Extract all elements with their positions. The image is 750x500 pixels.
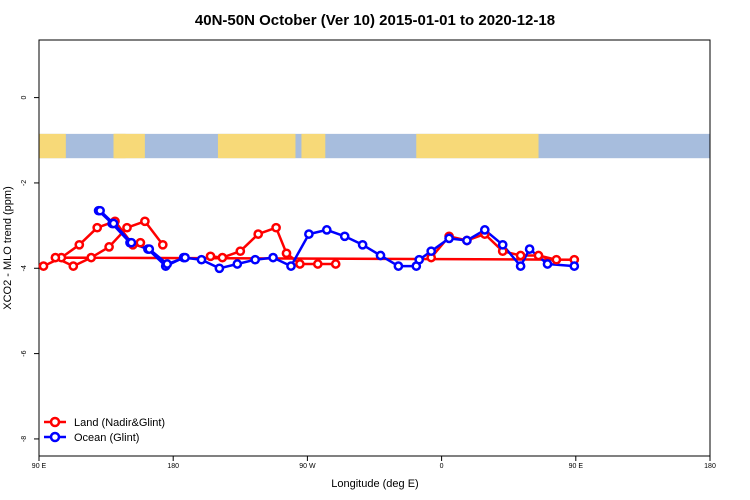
data-point (232, 259, 243, 269)
data-point (462, 235, 472, 246)
plot-frame (38, 39, 711, 457)
y-axis-label: XCO2 - MLO trend (ppm) (2, 186, 14, 309)
legend: Land (Nadir&Glint) Ocean (Glint) (44, 416, 165, 444)
x-tick-label: 0 (440, 463, 444, 470)
data-point (157, 239, 168, 250)
data-point (250, 254, 261, 265)
data-point (196, 254, 207, 265)
data-point (104, 242, 114, 252)
data-point (414, 254, 425, 265)
y-tick-label: -8 (21, 436, 28, 442)
data-point (569, 261, 580, 271)
data-point (214, 263, 225, 274)
data-point (235, 246, 246, 257)
data-point (92, 222, 103, 233)
data-point (108, 218, 119, 229)
data-point (180, 252, 190, 263)
strip-land-band (217, 133, 296, 159)
data-point (271, 222, 281, 233)
x-axis-label: Longitude (deg E) (331, 478, 418, 490)
strip-land-band (113, 133, 145, 159)
data-point (74, 239, 85, 250)
legend-ocean-marker (49, 431, 61, 443)
data-point (524, 244, 535, 254)
data-point (286, 261, 296, 271)
data-point (95, 205, 105, 216)
data-point (162, 259, 173, 269)
data-point (479, 225, 490, 235)
strip-land-band (416, 133, 539, 159)
data-point (330, 259, 341, 269)
data-point (444, 233, 454, 244)
data-point (268, 252, 278, 263)
strip-land-band (301, 133, 326, 159)
y-tick-label: -2 (21, 180, 28, 186)
data-point (68, 261, 79, 271)
data-point (86, 252, 97, 263)
strip-ocean (39, 133, 710, 159)
y-tick-label: -6 (21, 350, 28, 356)
legend-land-marker (49, 416, 61, 428)
legend-ocean-label: Ocean (Glint) (74, 432, 139, 444)
series-layer (38, 205, 580, 274)
data-point (393, 261, 404, 271)
y-tick-label: -4 (21, 265, 28, 271)
data-point (50, 252, 61, 263)
data-point (135, 237, 146, 248)
x-axis: 90 E 180 90 W 0 90 E 180 (32, 456, 716, 470)
data-point (38, 261, 49, 271)
data-point (312, 259, 323, 269)
data-point (126, 237, 137, 248)
series-line (54, 220, 576, 268)
data-point (542, 259, 553, 269)
data-point (321, 225, 332, 235)
x-tick-label: 180 (704, 463, 716, 470)
data-point (375, 250, 386, 261)
data-point (551, 254, 562, 265)
data-point (140, 216, 150, 227)
data-point (357, 239, 368, 250)
data-point (295, 259, 305, 269)
data-point (122, 222, 132, 233)
data-point (217, 252, 228, 263)
data-point (339, 231, 350, 242)
data-point (533, 250, 544, 261)
y-tick-label: 0 (21, 96, 28, 100)
data-point (515, 250, 526, 261)
data-point (253, 229, 264, 239)
y-axis: 0 -2 -4 -6 -8 (21, 96, 39, 442)
data-point (515, 261, 526, 271)
data-point (497, 239, 508, 250)
data-point (205, 251, 216, 262)
x-tick-label: 90 W (299, 463, 316, 470)
strip-land-band (39, 133, 66, 159)
data-point (144, 244, 155, 254)
legend-land-label: Land (Nadir&Glint) (74, 417, 165, 429)
data-point (426, 246, 437, 257)
data-point (304, 229, 314, 239)
chart-title: 40N-50N October (Ver 10) 2015-01-01 to 2… (195, 12, 555, 29)
land-ocean-strip (39, 133, 710, 159)
x-tick-label: 180 (167, 463, 179, 470)
x-tick-label: 90 E (32, 463, 47, 470)
data-point (281, 248, 292, 259)
x-tick-label: 90 E (569, 463, 584, 470)
